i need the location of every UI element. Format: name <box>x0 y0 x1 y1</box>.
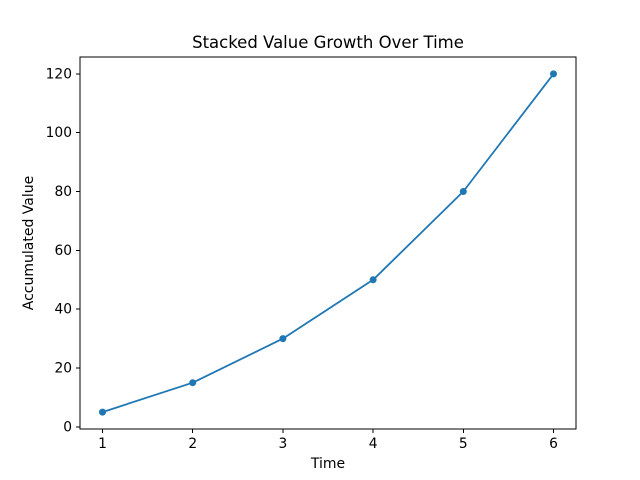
x-tick-label: 6 <box>549 436 558 452</box>
y-tick-label: 60 <box>54 243 72 259</box>
x-tick-label: 2 <box>188 436 197 452</box>
y-tick-label: 0 <box>63 419 72 435</box>
y-tick-label: 20 <box>54 360 72 376</box>
y-tick-label: 80 <box>54 184 72 200</box>
x-tick-label: 4 <box>369 436 378 452</box>
data-point-marker <box>550 70 557 78</box>
data-point-marker <box>189 379 197 387</box>
x-tick-label: 3 <box>279 436 288 452</box>
y-tick-label: 120 <box>46 66 72 82</box>
data-point-marker <box>279 335 287 343</box>
y-tick-label: 40 <box>54 302 72 318</box>
y-axis-label: Accumulated Value <box>21 176 37 310</box>
chart-title: Stacked Value Growth Over Time <box>192 33 464 52</box>
x-tick-label: 1 <box>98 436 107 452</box>
x-tick-label: 5 <box>459 436 468 452</box>
y-tick-label: 100 <box>46 125 72 141</box>
series-line <box>101 73 555 413</box>
data-point-marker <box>99 408 106 416</box>
data-point-marker <box>459 188 467 195</box>
x-axis-label: Time <box>310 456 345 472</box>
data-point-marker <box>369 276 377 284</box>
axes-spines <box>79 56 577 430</box>
